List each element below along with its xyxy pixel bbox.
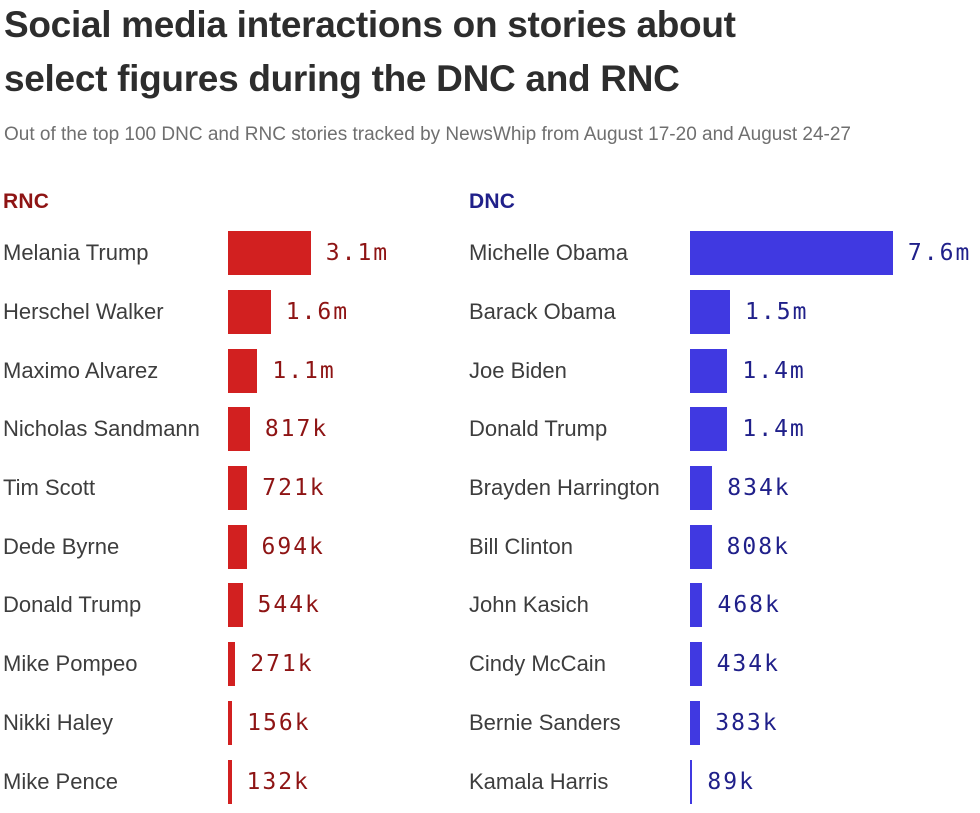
value-bar (690, 231, 893, 276)
category-label: Melania Trump (3, 240, 149, 266)
category-label: Nikki Haley (3, 709, 114, 735)
value-label: 808k (726, 533, 790, 560)
category-label: Nicholas Sandmann (3, 416, 200, 442)
value-label: 721k (262, 475, 326, 502)
value-bar (228, 407, 250, 452)
chart-row: Michelle Obama 7.6m (469, 224, 978, 283)
chart-subtitle: Out of the top 100 DNC and RNC stories t… (4, 124, 851, 145)
category-label: John Kasich (469, 592, 589, 618)
value-bar (228, 759, 232, 804)
value-label: 132k (246, 768, 310, 795)
value-label: 1.1m (272, 357, 336, 384)
value-bar (690, 583, 703, 628)
category-label: Mike Pompeo (3, 651, 138, 677)
chart-row: Kamala Harris 89k (469, 752, 978, 811)
value-bar (690, 290, 731, 335)
value-label: 544k (257, 592, 321, 619)
category-label: Barack Obama (469, 299, 616, 325)
value-bar (228, 700, 233, 745)
value-bar (228, 524, 247, 569)
category-label: Donald Trump (469, 416, 608, 442)
chart-row: Dede Byrne 694k (3, 517, 467, 576)
category-label: Brayden Harrington (469, 475, 660, 501)
value-bar (690, 759, 693, 804)
category-label: Kamala Harris (469, 768, 609, 794)
value-bar (228, 290, 271, 335)
value-label: 89k (707, 768, 755, 795)
value-bar (690, 466, 713, 511)
chart-title-line2: select figures during the DNC and RNC (4, 58, 680, 99)
value-bar (228, 348, 258, 393)
value-label: 468k (717, 592, 781, 619)
value-label: 434k (716, 651, 780, 678)
chart-row: Tim Scott 721k (3, 459, 467, 518)
value-bar (690, 407, 728, 452)
chart-row: Bill Clinton 808k (469, 517, 978, 576)
value-bar (228, 466, 248, 511)
value-label: 1.4m (742, 416, 806, 443)
category-label: Herschel Walker (3, 299, 164, 325)
category-label: Joe Biden (469, 357, 567, 383)
value-label: 817k (264, 416, 329, 443)
value-label: 834k (727, 475, 791, 502)
chart-row: Nicholas Sandmann 817k (3, 400, 467, 459)
category-label: Donald Trump (3, 592, 142, 618)
category-label: Michelle Obama (469, 240, 628, 266)
value-bar (690, 642, 702, 687)
chart-row: Cindy McCain 434k (469, 635, 978, 694)
chart-row: Barack Obama 1.5m (469, 283, 978, 342)
chart-row: John Kasich 468k (469, 576, 978, 635)
value-label: 7.6m (907, 240, 972, 267)
value-label: 1.4m (742, 357, 806, 384)
rnc-column: RNC Melania Trump 3.1m Herschel Walker 1.6m… (3, 190, 467, 813)
category-label: Cindy McCain (469, 651, 606, 677)
value-bar (228, 642, 236, 687)
value-label: 383k (715, 709, 779, 736)
value-bar (228, 231, 311, 276)
chart-row: Bernie Sanders 383k (469, 694, 978, 753)
value-label: 1.6m (285, 299, 350, 326)
value-label: 271k (250, 651, 314, 678)
category-label: Maximo Alvarez (3, 357, 159, 383)
dnc-column: DNC Michelle Obama 7.6m Barack Obama 1.5m Jo… (469, 190, 978, 813)
rnc-rows: Melania Trump 3.1m Herschel Walker 1.6m Maxi… (3, 224, 467, 811)
chart-row: Maximo Alvarez 1.1m (3, 341, 467, 400)
dnc-rows: Michelle Obama 7.6m Barack Obama 1.5m Joe Bi… (469, 224, 978, 811)
value-bar (690, 524, 712, 569)
chart-title: Social media interactions on stories abo… (4, 0, 736, 106)
category-label: Bernie Sanders (469, 709, 621, 735)
chart-row: Mike Pompeo 271k (3, 635, 467, 694)
chart-row: Joe Biden 1.4m (469, 341, 978, 400)
chart-row: Herschel Walker 1.6m (3, 283, 467, 342)
chart-row: Melania Trump 3.1m (3, 224, 467, 283)
chart-row: Nikki Haley 156k (3, 694, 467, 753)
chart-row: Brayden Harrington 834k (469, 459, 978, 518)
category-label: Mike Pence (3, 768, 118, 794)
chart-row: Mike Pence 132k (3, 752, 467, 811)
value-label: 694k (261, 533, 325, 560)
value-bar (690, 700, 701, 745)
value-label: 3.1m (325, 240, 390, 267)
group-header-dnc: DNC (469, 190, 516, 213)
chart-row: Donald Trump 544k (3, 576, 467, 635)
chart-row: Donald Trump 1.4m (469, 400, 978, 459)
value-bar (690, 348, 728, 393)
category-label: Dede Byrne (3, 533, 120, 559)
group-header-rnc: RNC (3, 190, 50, 213)
value-label: 156k (247, 709, 311, 736)
chart-title-line1: Social media interactions on stories abo… (4, 4, 736, 45)
category-label: Bill Clinton (469, 533, 573, 559)
category-label: Tim Scott (3, 475, 96, 501)
value-label: 1.5m (745, 299, 809, 326)
value-bar (228, 583, 243, 628)
